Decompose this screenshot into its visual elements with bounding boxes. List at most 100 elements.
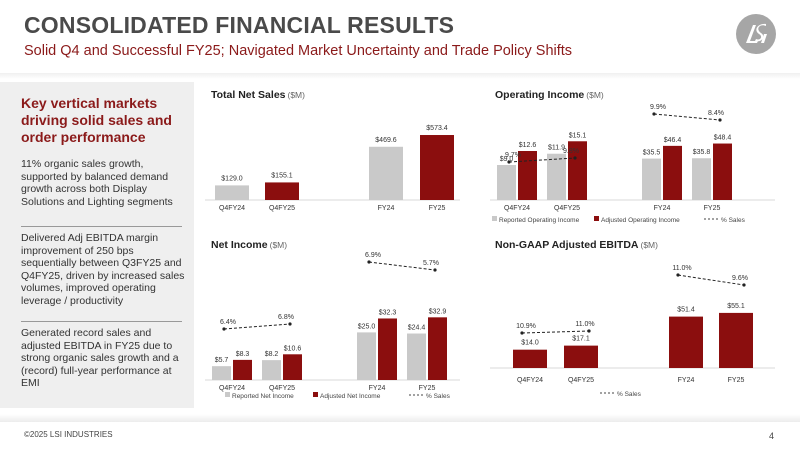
bar-adjusted-q4fy25 <box>568 141 587 200</box>
pct-label: 9.6% <box>732 275 748 282</box>
pct-sales-point <box>652 112 656 116</box>
pct-label: 9.7% <box>505 152 521 159</box>
pct-sales-line <box>368 261 436 271</box>
category-label: Q4FY24 <box>219 385 245 392</box>
legend-label: Adjusted Net Income <box>320 393 381 400</box>
bar-fy25 <box>719 312 753 368</box>
chart-unit: ($M) <box>269 240 288 250</box>
pct-sales-point <box>367 260 371 264</box>
pct-label: 9.9% <box>650 104 666 111</box>
bar-adjusted-q4fy25 <box>283 354 302 380</box>
bar-reported-q4fy25 <box>262 360 281 380</box>
data-label: $24.4 <box>408 325 426 332</box>
pct-label: 11.0% <box>575 321 594 328</box>
operating-income-chart: $9.0 $12.6 $11.9 $15.1 $35.5$46.4 $35.8$48.4 Q… <box>490 104 775 224</box>
data-label: $32.9 <box>429 308 447 315</box>
category-label: FY24 <box>378 205 395 212</box>
category-label: Q4FY24 <box>504 205 530 212</box>
pct-label: 6.8% <box>278 314 294 321</box>
total-net-sales-chart: $129.0 $155.1 $469.6 $573.4 Q4FY24 Q4FY25 FY24… <box>205 125 460 212</box>
sidebar-heading: Key vertical markets driving solid sales… <box>21 95 172 145</box>
bar-reported-q4fy24 <box>497 165 516 200</box>
bar-adjusted-fy24 <box>663 145 682 200</box>
data-label: $573.4 <box>426 125 448 132</box>
pct-sales-point <box>718 118 722 122</box>
bar-adjusted-q4fy24 <box>233 359 252 380</box>
page-number: 4 <box>769 431 775 441</box>
bar-reported-fy24 <box>357 332 376 380</box>
bar-adjusted-q4fy24 <box>518 151 537 200</box>
data-label: $129.0 <box>221 175 243 182</box>
bar-q4fy25 <box>265 182 299 200</box>
bar-adjusted-fy25 <box>713 143 732 200</box>
category-label: Q4FY25 <box>269 385 295 392</box>
net-income-chart: $5.7 $8.3 $8.2 $10.6 $25.0$32.3 $24.4 $32.9 Q4F… <box>205 252 460 400</box>
bar-reported-fy25 <box>407 333 426 380</box>
chart-title-total-net-sales: Total Net Sales ($M) <box>211 89 305 101</box>
pct-sales-point <box>676 273 680 277</box>
legend-label: Reported Operating Income <box>499 217 580 224</box>
legend-label: Adjusted Operating Income <box>601 217 680 224</box>
data-label: $11.9 <box>548 145 565 152</box>
bar-reported-q4fy25 <box>547 153 566 200</box>
legend-label: % Sales <box>721 217 746 224</box>
data-label: $9.0 <box>500 156 514 163</box>
legend-swatch <box>594 216 599 221</box>
data-label: $32.3 <box>379 309 397 316</box>
page-title: CONSOLIDATED FINANCIAL RESULTS <box>24 12 455 38</box>
pct-label: 6.4% <box>220 319 236 326</box>
chart-title-net-income: Net Income ($M) <box>211 239 287 251</box>
header-divider <box>0 73 800 79</box>
data-label: $35.8 <box>693 149 711 156</box>
chart-unit: ($M) <box>287 90 305 100</box>
bar-fy24 <box>369 146 403 200</box>
chart-title-operating-income: Operating Income ($M) <box>495 89 604 101</box>
bar-q4fy24 <box>513 349 547 368</box>
pct-label: 9.8% <box>563 148 579 155</box>
bar-reported-q4fy24 <box>212 366 231 380</box>
category-label: FY25 <box>419 385 436 392</box>
page-subtitle: Solid Q4 and Successful FY25; Navigated … <box>24 43 573 59</box>
data-label: $10.6 <box>284 345 302 352</box>
sidebar-point: Delivered Adj EBITDA margin improvement … <box>21 232 185 307</box>
chart-title-text: Operating Income <box>495 89 585 101</box>
pct-sales-point <box>587 329 591 333</box>
bar-adjusted-fy24 <box>378 318 397 380</box>
category-label: FY25 <box>704 205 721 212</box>
category-label: Q4FY25 <box>568 377 594 384</box>
category-label: FY25 <box>728 377 745 384</box>
data-label: $55.1 <box>727 303 745 310</box>
pct-sales-line <box>521 330 590 334</box>
data-label: $46.4 <box>664 137 682 144</box>
chart-title-text: Non-GAAP Adjusted EBITDA <box>495 239 639 251</box>
data-label: $51.4 <box>677 307 695 314</box>
data-label: $5.7 <box>215 357 229 364</box>
pct-sales-point <box>573 156 577 160</box>
sidebar-point: 11% organic sales growth, supported by b… <box>21 158 173 208</box>
category-label: FY25 <box>429 205 446 212</box>
pct-sales-line <box>653 113 721 121</box>
pct-sales-point <box>433 268 437 272</box>
data-label: $35.5 <box>643 150 661 157</box>
adjusted-ebitda-chart: $14.0 $17.1 $51.4 $55.1 Q4FY24 Q4FY25 FY24 FY25… <box>490 265 775 398</box>
pct-label: 8.4% <box>708 110 724 117</box>
legend-swatch <box>313 392 318 397</box>
data-label: $8.2 <box>265 351 279 358</box>
pct-label: 6.9% <box>365 252 381 259</box>
pct-sales-line <box>677 274 745 286</box>
footer-divider <box>0 414 800 422</box>
category-label: FY24 <box>369 385 386 392</box>
lsi-logo-icon <box>746 23 767 43</box>
legend-label: % Sales <box>617 391 642 398</box>
pct-sales-point <box>288 322 292 326</box>
bar-q4fy24 <box>215 185 249 200</box>
bar-fy25 <box>420 135 454 200</box>
legend-label: Reported Net Income <box>232 393 294 400</box>
data-label: $12.6 <box>519 142 537 149</box>
chart-title-text: Total Net Sales <box>211 89 286 101</box>
data-label: $48.4 <box>714 135 732 142</box>
pct-label: 11.0% <box>672 265 691 272</box>
legend-swatch <box>225 392 230 397</box>
category-label: FY24 <box>654 205 671 212</box>
bar-q4fy25 <box>564 345 598 368</box>
